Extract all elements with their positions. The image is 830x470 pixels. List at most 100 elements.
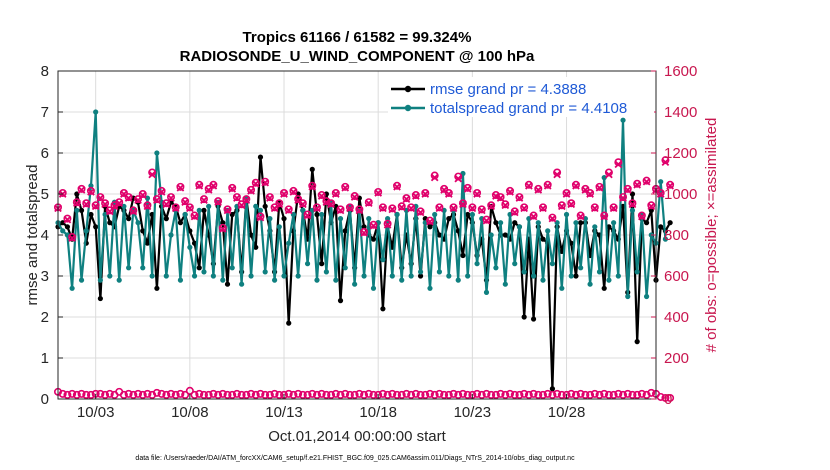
possible-marker xyxy=(477,390,486,399)
possible-marker xyxy=(553,389,562,398)
possible-marker xyxy=(331,389,340,398)
possible-marker xyxy=(317,389,326,398)
assimilated-marker xyxy=(557,202,566,211)
assimilated-marker xyxy=(96,194,105,202)
possible-marker xyxy=(600,389,609,398)
assimilated-marker xyxy=(266,194,274,202)
possible-marker xyxy=(435,203,444,212)
possible-marker xyxy=(402,389,411,398)
data-point xyxy=(126,216,132,222)
data-point xyxy=(634,339,640,345)
possible-marker xyxy=(609,203,618,212)
assimilated-marker xyxy=(553,170,561,179)
possible-marker xyxy=(101,199,110,208)
possible-marker xyxy=(294,389,303,398)
data-point xyxy=(512,261,518,267)
data-point xyxy=(323,269,329,275)
assimilated-marker xyxy=(364,199,373,208)
data-point xyxy=(286,320,292,326)
data-point xyxy=(333,277,339,283)
tick-label-left: 2 xyxy=(41,309,49,326)
possible-marker xyxy=(666,393,675,402)
possible-marker xyxy=(199,390,208,399)
possible-marker xyxy=(364,389,373,398)
data-point xyxy=(474,261,480,267)
assimilated-marker xyxy=(435,204,444,213)
data-point xyxy=(530,273,537,279)
data-point xyxy=(187,244,193,250)
possible-marker xyxy=(524,390,533,399)
data-point xyxy=(436,232,443,238)
data-point xyxy=(253,244,259,250)
possible-marker xyxy=(637,211,646,220)
assimilated-marker xyxy=(242,196,251,204)
possible-marker xyxy=(501,390,510,399)
possible-marker xyxy=(416,207,425,216)
x-axis-label: Oct.01,2014 00:00:00 start xyxy=(268,428,446,445)
possible-marker xyxy=(280,188,289,197)
possible-marker xyxy=(534,184,543,193)
possible-marker xyxy=(265,193,274,202)
tick-label-right: 1000 xyxy=(664,186,697,203)
possible-marker xyxy=(124,193,133,202)
data-point xyxy=(314,277,320,283)
data-point xyxy=(361,224,367,230)
assimilated-marker xyxy=(209,181,218,190)
assimilated-marker xyxy=(331,190,340,198)
possible-marker xyxy=(393,390,402,399)
assimilated-marker xyxy=(388,205,397,214)
assimilated-marker xyxy=(572,181,580,190)
data-point xyxy=(408,273,414,279)
data-point xyxy=(201,207,207,213)
possible-marker xyxy=(289,186,298,195)
data-point xyxy=(578,265,584,271)
assimilated-marker xyxy=(308,182,317,191)
assimilated-marker xyxy=(129,207,138,216)
possible-marker xyxy=(228,183,237,192)
possible-marker xyxy=(284,389,293,398)
data-point xyxy=(342,265,348,271)
possible-marker xyxy=(458,199,467,208)
data-point xyxy=(446,273,452,279)
assimilated-marker xyxy=(233,194,241,202)
possible-marker xyxy=(425,389,434,398)
possible-marker xyxy=(581,390,590,399)
possible-marker xyxy=(374,187,383,196)
possible-marker xyxy=(595,182,604,191)
possible-marker xyxy=(421,390,430,399)
assimilated-marker xyxy=(393,182,401,191)
data-point xyxy=(370,285,377,291)
data-point xyxy=(107,273,113,279)
possible-marker xyxy=(115,198,124,207)
assimilated-marker xyxy=(534,186,543,194)
assimilated-marker xyxy=(600,212,609,221)
assimilated-marker xyxy=(138,191,147,199)
possible-marker xyxy=(247,389,256,398)
data-point xyxy=(116,277,122,283)
possible-marker xyxy=(317,191,326,200)
possible-marker xyxy=(138,190,147,199)
assimilated-marker xyxy=(247,187,255,195)
assimilated-marker xyxy=(153,196,161,204)
assimilated-marker xyxy=(82,200,91,209)
data-point xyxy=(512,220,518,226)
possible-marker xyxy=(228,390,237,399)
possible-marker xyxy=(265,390,274,399)
possible-marker xyxy=(637,389,646,398)
possible-marker xyxy=(586,390,595,399)
series-layer xyxy=(53,109,675,402)
possible-marker xyxy=(209,389,218,398)
possible-marker xyxy=(425,216,434,225)
tick-label-x: 10/13 xyxy=(265,404,303,421)
left-tick-labels: 0 1 2 3 4 5 6 7 8 xyxy=(41,63,49,408)
possible-marker xyxy=(214,390,223,399)
possible-marker xyxy=(477,205,486,214)
data-point xyxy=(417,269,424,275)
assimilated-marker xyxy=(539,204,547,213)
data-point xyxy=(389,273,395,279)
data-point xyxy=(460,252,466,259)
assimilated-marker xyxy=(336,206,345,215)
possible-marker xyxy=(134,389,143,398)
possible-marker xyxy=(63,390,72,399)
